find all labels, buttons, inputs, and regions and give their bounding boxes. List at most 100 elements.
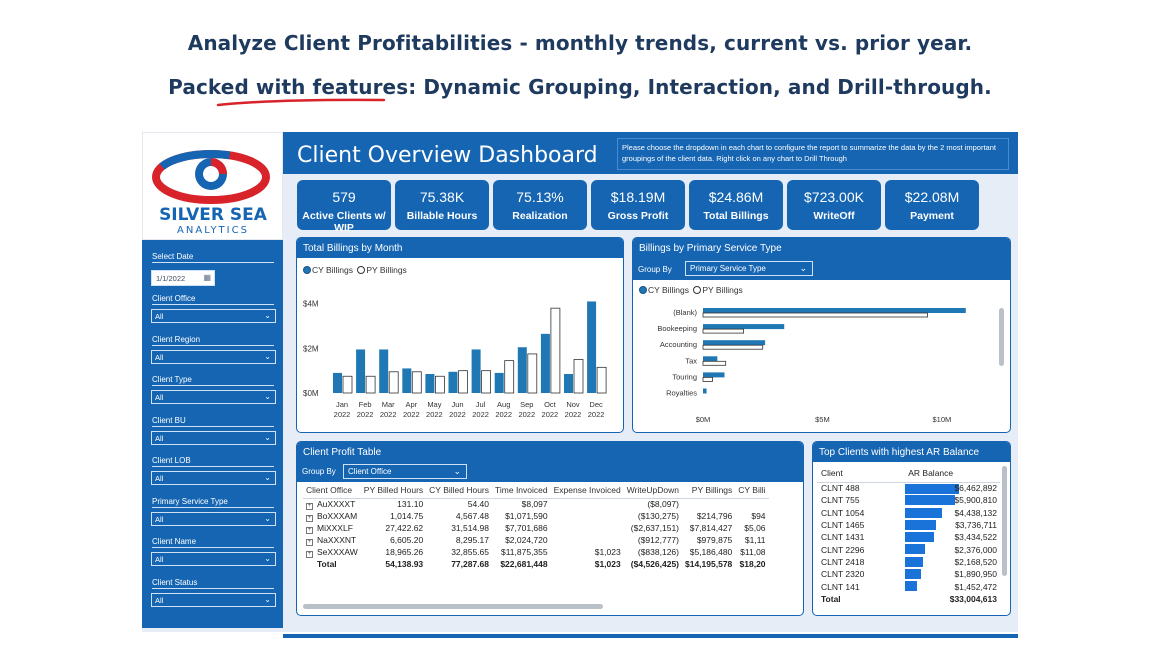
table-row[interactable]: CLNT 2418 $2,168,520	[817, 556, 1000, 568]
table-row[interactable]: CLNT 141 $1,452,472	[817, 580, 1000, 592]
cy-bar[interactable]	[703, 372, 725, 378]
expand-icon[interactable]: +	[306, 502, 313, 510]
py-bar[interactable]	[702, 328, 745, 334]
cy-bar[interactable]	[540, 333, 550, 393]
x-tick-month: Dec	[589, 400, 603, 409]
py-bar[interactable]	[702, 344, 764, 350]
column-header[interactable]: Expense Invoiced	[550, 483, 624, 499]
column-header[interactable]: AR Balance	[902, 464, 1000, 483]
cy-bar[interactable]	[564, 374, 573, 393]
kpi-label: Payment	[910, 210, 954, 222]
primary-service-type-dropdown[interactable]: All ⌄	[151, 511, 276, 526]
kpi-card[interactable]: $723.00K WriteOff	[787, 180, 881, 230]
y-tick-label: Touring	[672, 372, 697, 381]
py-bar[interactable]	[573, 359, 584, 394]
service-chart-scrollbar[interactable]	[999, 308, 1004, 366]
cy-bar[interactable]	[703, 388, 707, 394]
cy-bar[interactable]	[703, 308, 966, 313]
column-header[interactable]: CY Billi	[735, 483, 769, 499]
column-header[interactable]: Time Invoiced	[492, 483, 551, 499]
x-tick-month: Jul	[476, 400, 486, 409]
py-bar[interactable]	[481, 370, 492, 394]
cy-bar[interactable]	[494, 372, 504, 393]
table-cell: 6,605.20	[390, 535, 424, 545]
profit-groupby-dropdown[interactable]: Client Office ⌄	[343, 464, 467, 479]
client-name-dropdown[interactable]: All ⌄	[151, 552, 276, 566]
profit-table-scrollbar[interactable]	[303, 604, 603, 609]
py-bar[interactable]	[458, 370, 468, 394]
cy-bar[interactable]	[517, 347, 527, 393]
table-row[interactable]: + SeXXXAW 18,965.26 32,855.65 $11,875,355 $1,…	[303, 546, 769, 558]
table-row[interactable]: + MiXXXLF 27,422.62 31,514.98 $7,701,686 ($2,…	[303, 522, 769, 534]
ar-table-scrollbar[interactable]	[1002, 466, 1007, 576]
date-picker[interactable]: 1/1/2022 ▦	[151, 270, 215, 286]
client-name-cell: CLNT 2320	[821, 569, 865, 580]
table-cell: 1,014.75	[390, 511, 424, 521]
expand-icon[interactable]: +	[306, 550, 313, 558]
client-status-dropdown[interactable]: All ⌄	[151, 592, 276, 607]
py-bar[interactable]	[550, 307, 561, 394]
cy-bar[interactable]	[425, 374, 435, 393]
column-header[interactable]: Client	[817, 464, 903, 483]
py-bar[interactable]	[702, 360, 727, 366]
kpi-card[interactable]: $24.86M Total Billings	[689, 180, 783, 230]
kpi-label: WriteOff	[813, 210, 855, 222]
month-bar-chart[interactable]: $0M$2M$4MJan2022Feb2022Mar2022Apr2022May…	[297, 278, 623, 430]
cy-bar[interactable]	[587, 301, 597, 393]
calendar-icon[interactable]: ▦	[203, 273, 211, 282]
kpi-card[interactable]: 579 Active Clients w/ WIP	[297, 180, 391, 234]
py-bar[interactable]	[434, 375, 445, 394]
table-row[interactable]: + AuXXXXT 131.10 54.40 $8,097 ($8,097)	[303, 498, 769, 510]
table-row[interactable]: CLNT 2296 $2,376,000	[817, 543, 1000, 555]
cy-bar[interactable]	[356, 349, 366, 393]
cy-bar[interactable]	[448, 371, 458, 393]
py-bar[interactable]	[527, 353, 538, 394]
py-bar[interactable]	[388, 371, 399, 394]
service-bar-chart[interactable]: (Blank) Bookeeping Accounting Tax Touring Roy…	[633, 298, 1003, 432]
expand-icon[interactable]: +	[306, 526, 313, 534]
py-bar[interactable]	[365, 375, 376, 394]
table-row[interactable]: CLNT 1465 $3,736,711	[817, 519, 1000, 531]
py-bar[interactable]	[504, 360, 515, 394]
column-header[interactable]: CY Billed Hours	[426, 483, 493, 499]
kpi-card[interactable]: 75.13% Realization	[493, 180, 587, 230]
expand-icon[interactable]: +	[306, 514, 313, 522]
table-row[interactable]: + NaXXXNT 6,605.20 8,295.17 $2,024,720 ($912,…	[303, 534, 769, 546]
table-row[interactable]: CLNT 755 $5,900,810	[817, 494, 1000, 506]
x-tick-year: 2022	[588, 410, 605, 419]
py-bar[interactable]	[702, 312, 928, 318]
service-groupby-dropdown[interactable]: Primary Service Type ⌄	[685, 261, 813, 276]
kpi-card[interactable]: 75.38K Billable Hours	[395, 180, 489, 230]
client-region-dropdown[interactable]: All ⌄	[151, 349, 276, 364]
client-type-dropdown[interactable]: All ⌄	[151, 390, 276, 404]
cy-bar[interactable]	[703, 340, 766, 346]
client-bu-dropdown[interactable]: All ⌄	[151, 430, 276, 445]
kpi-card[interactable]: $22.08M Payment	[885, 180, 979, 230]
cy-bar[interactable]	[703, 324, 785, 330]
table-row[interactable]: + BoXXXAM 1,014.75 4,567.48 $1,071,590 ($130,…	[303, 510, 769, 522]
cy-bar[interactable]	[333, 372, 342, 393]
cy-bar[interactable]	[471, 349, 481, 393]
kpi-value: $24.86M	[708, 189, 764, 205]
py-bar[interactable]	[596, 366, 607, 394]
client-lob-dropdown[interactable]: All ⌄	[151, 471, 276, 485]
table-row[interactable]: CLNT 2320 $1,890,950	[817, 568, 1000, 580]
cy-bar[interactable]	[379, 349, 389, 393]
py-bar[interactable]	[411, 371, 422, 394]
expand-icon[interactable]: +	[306, 538, 313, 546]
py-bar[interactable]	[702, 377, 713, 382]
table-row[interactable]: CLNT 488 $6,462,892	[817, 482, 1000, 494]
table-row[interactable]: CLNT 1431 $3,434,522	[817, 531, 1000, 543]
month-chart-legend[interactable]: CY Billings PY Billings	[303, 265, 407, 275]
client-office-dropdown[interactable]: All ⌄	[151, 309, 276, 323]
service-chart-legend[interactable]: CY Billings PY Billings	[639, 285, 743, 295]
cy-bar[interactable]	[703, 356, 718, 362]
py-bar[interactable]	[342, 375, 353, 394]
column-header[interactable]: Client Office	[303, 483, 361, 499]
column-header[interactable]: PY Billings	[682, 483, 736, 499]
column-header[interactable]: PY Billed Hours	[360, 483, 427, 499]
kpi-card[interactable]: $18.19M Gross Profit	[591, 180, 685, 230]
table-row[interactable]: CLNT 1054 $4,438,132	[817, 507, 1000, 519]
cy-bar[interactable]	[402, 368, 412, 393]
column-header[interactable]: WriteUpDown	[623, 483, 682, 499]
